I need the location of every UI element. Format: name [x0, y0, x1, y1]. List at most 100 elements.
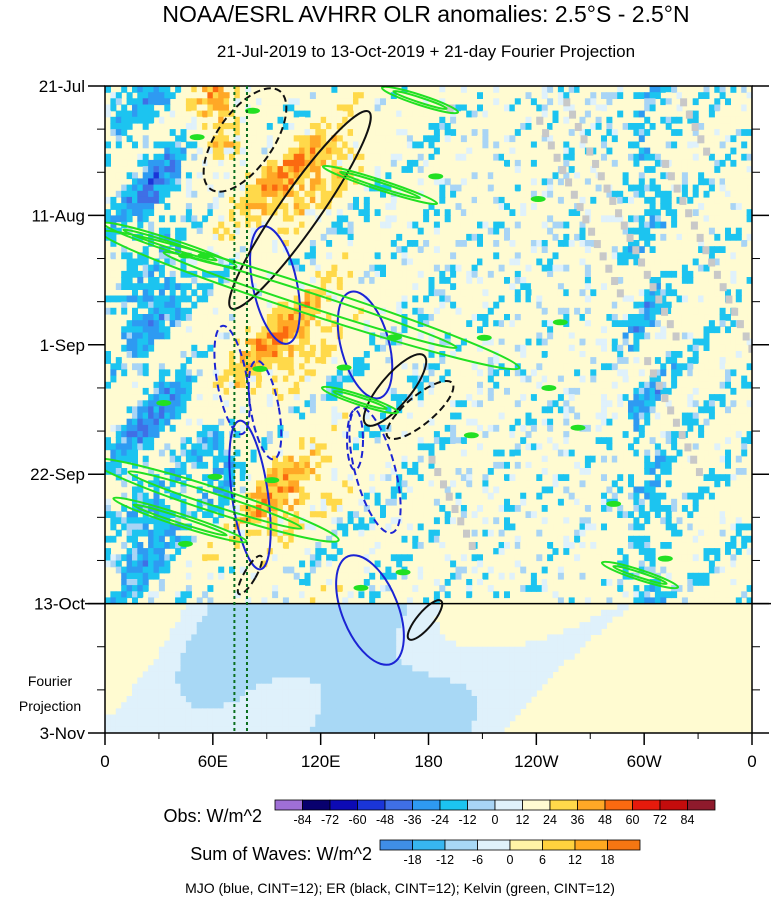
plot-area: [105, 86, 767, 733]
x-tick-label: 120W: [514, 752, 558, 771]
obs-colorbar-level-label: -84: [293, 813, 311, 827]
kelvin-contour: [463, 432, 479, 439]
kelvin-contour: [321, 164, 439, 206]
missing-data-cell: [695, 468, 703, 477]
missing-data-cell: [667, 406, 675, 415]
missing-data-cell: [536, 116, 544, 125]
missing-data-cell: [697, 135, 705, 144]
er-contour: [406, 599, 444, 641]
missing-data-cell: [731, 307, 739, 316]
missing-data-cell: [599, 252, 607, 261]
missing-data-cell: [703, 147, 711, 156]
missing-data-cell: [569, 110, 577, 119]
missing-data-cell: [708, 258, 716, 267]
missing-data-cell: [574, 122, 582, 131]
kelvin-contour: [332, 390, 388, 410]
missing-data-cell: [649, 283, 657, 292]
missing-data-cell: [580, 135, 588, 144]
obs-colorbar-swatch: [604, 799, 633, 811]
missing-data-cell: [662, 159, 670, 168]
missing-data-cell: [643, 270, 651, 279]
kelvin-contour: [207, 473, 223, 480]
waves-colorbar-swatch: [379, 839, 413, 851]
kelvin-contour: [476, 334, 492, 341]
missing-data-cell: [434, 468, 442, 477]
missing-data-cell: [616, 289, 624, 298]
footer-note: MJO (blue, CINT=12); ER (black, CINT=12)…: [185, 880, 615, 896]
x-tick-label: 60W: [627, 752, 662, 771]
missing-data-cell: [603, 184, 611, 193]
missing-data-cell: [632, 246, 640, 255]
x-tick-label: 0: [100, 752, 109, 771]
missing-data-cell: [713, 270, 721, 279]
obs-colorbar-label: Obs: W/m^2: [164, 806, 262, 826]
obs-colorbar-swatch: [384, 799, 413, 811]
kelvin-contour: [428, 173, 444, 180]
er-contour: [362, 353, 428, 427]
projection-label-line2: Projection: [19, 698, 81, 714]
mjo-contour: [346, 409, 364, 471]
missing-data-cell: [582, 215, 590, 224]
obs-colorbar-level-label: -24: [431, 813, 449, 827]
mjo-contour: [228, 419, 272, 571]
kelvin-contour: [339, 170, 421, 200]
kelvin-contour: [244, 107, 260, 114]
kelvin-contour: [320, 385, 400, 415]
obs-colorbar-swatch: [632, 799, 661, 811]
waves-colorbar-level-label: 18: [601, 853, 615, 867]
obs-colorbar-swatch: [522, 799, 551, 811]
waves-colorbar-swatch: [444, 839, 478, 851]
missing-data-cell: [588, 227, 596, 236]
missing-data-cell: [570, 190, 578, 199]
missing-data-cell: [655, 295, 663, 304]
obs-colorbar-level-label: 48: [598, 813, 612, 827]
axes: 21-Jul 11-Aug 1-Sep 22-Sep 13-Oct 3-Nov 0 60E 12…: [30, 77, 771, 771]
obs-colorbar-swatch: [329, 799, 358, 811]
missing-data-cell: [428, 455, 436, 464]
x-tick-label: 180: [414, 752, 442, 771]
kelvin-contour: [530, 195, 546, 202]
er-contour: [202, 87, 288, 193]
kelvin-contour: [395, 569, 411, 576]
kelvin-contour: [112, 496, 248, 544]
kelvin-contour: [197, 252, 213, 259]
obs-colorbar-swatch: [659, 799, 688, 811]
missing-data-cell: [615, 209, 623, 218]
kelvin-contour: [657, 555, 673, 562]
missing-data-cell: [684, 443, 692, 452]
kelvin-contour: [132, 503, 228, 537]
missing-data-cell: [649, 369, 657, 378]
kelvin-contour: [552, 319, 568, 326]
obs-colorbar-swatch: [302, 799, 331, 811]
missing-data-cell: [678, 431, 686, 440]
waves-colorbar-swatch: [574, 839, 608, 851]
missing-data-cell: [468, 541, 476, 550]
obs-colorbar-swatch: [357, 799, 386, 811]
obs-colorbar-swatch: [274, 799, 303, 811]
missing-data-cell: [702, 246, 710, 255]
waves-colorbar-level-label: 6: [539, 853, 546, 867]
missing-data-cell: [725, 295, 733, 304]
missing-data-cell: [690, 455, 698, 464]
obs-colorbar-swatch: [412, 799, 441, 811]
waves-colorbar-label: Sum of Waves: W/m^2: [190, 844, 372, 864]
missing-data-cell: [593, 240, 601, 249]
missing-data-cell: [696, 233, 704, 242]
kelvin-contour: [105, 229, 521, 371]
kelvin-contour: [189, 134, 205, 141]
missing-data-cell: [691, 122, 699, 131]
kelvin-contour: [122, 228, 218, 262]
missing-data-cell: [605, 264, 613, 273]
missing-data-cell: [754, 357, 761, 365]
y-tick-label: 11-Aug: [31, 206, 85, 225]
er-contour: [385, 379, 455, 441]
missing-data-cell: [760, 369, 767, 377]
kelvin-contour: [162, 250, 458, 350]
y-tick-label: 3-Nov: [40, 724, 86, 743]
obs-colorbar-swatch: [687, 799, 716, 811]
waves-colorbar-swatch: [509, 839, 543, 851]
missing-data-cell: [463, 529, 471, 538]
missing-data-cell: [586, 147, 594, 156]
kelvin-contour: [105, 457, 340, 543]
missing-data-cell: [661, 307, 669, 316]
